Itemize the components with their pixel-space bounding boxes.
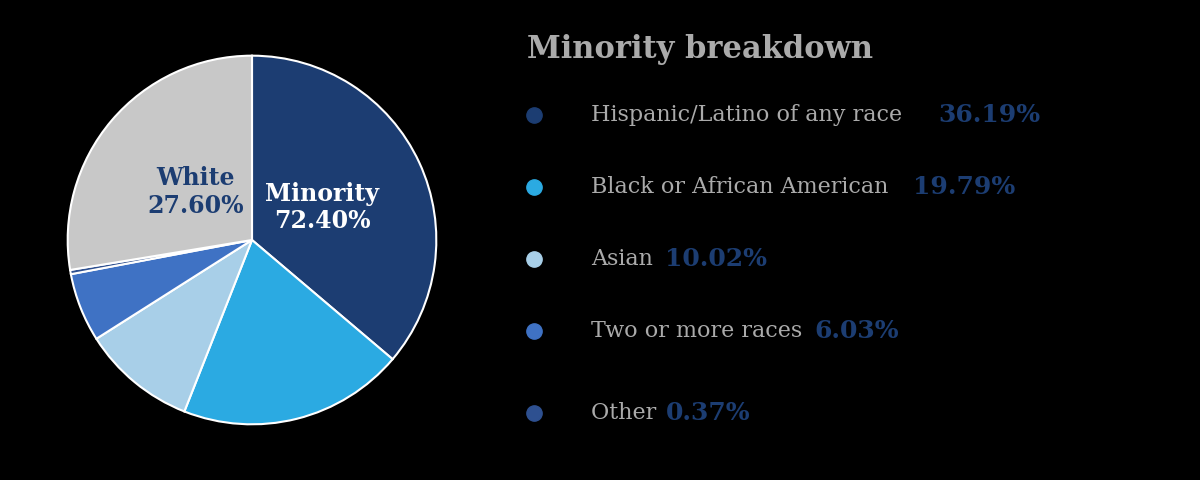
Text: Asian: Asian [592,248,660,270]
Text: Hispanic/Latino of any race: Hispanic/Latino of any race [592,104,910,126]
Wedge shape [96,240,252,411]
Text: Two or more races: Two or more races [592,320,810,342]
Text: 19.79%: 19.79% [913,175,1015,199]
Text: Minority breakdown: Minority breakdown [528,34,874,65]
Wedge shape [67,56,252,270]
Wedge shape [70,240,252,274]
Text: 0.37%: 0.37% [666,401,750,425]
Wedge shape [71,240,252,339]
Wedge shape [185,240,392,424]
Text: 10.02%: 10.02% [666,247,768,271]
Text: 36.19%: 36.19% [938,103,1040,127]
Text: White
27.60%: White 27.60% [148,167,244,218]
Text: Minority
72.40%: Minority 72.40% [265,181,379,233]
Text: Black or African American: Black or African American [592,176,895,198]
Text: 6.03%: 6.03% [814,319,899,343]
Wedge shape [252,56,437,359]
Text: Other: Other [592,402,664,424]
